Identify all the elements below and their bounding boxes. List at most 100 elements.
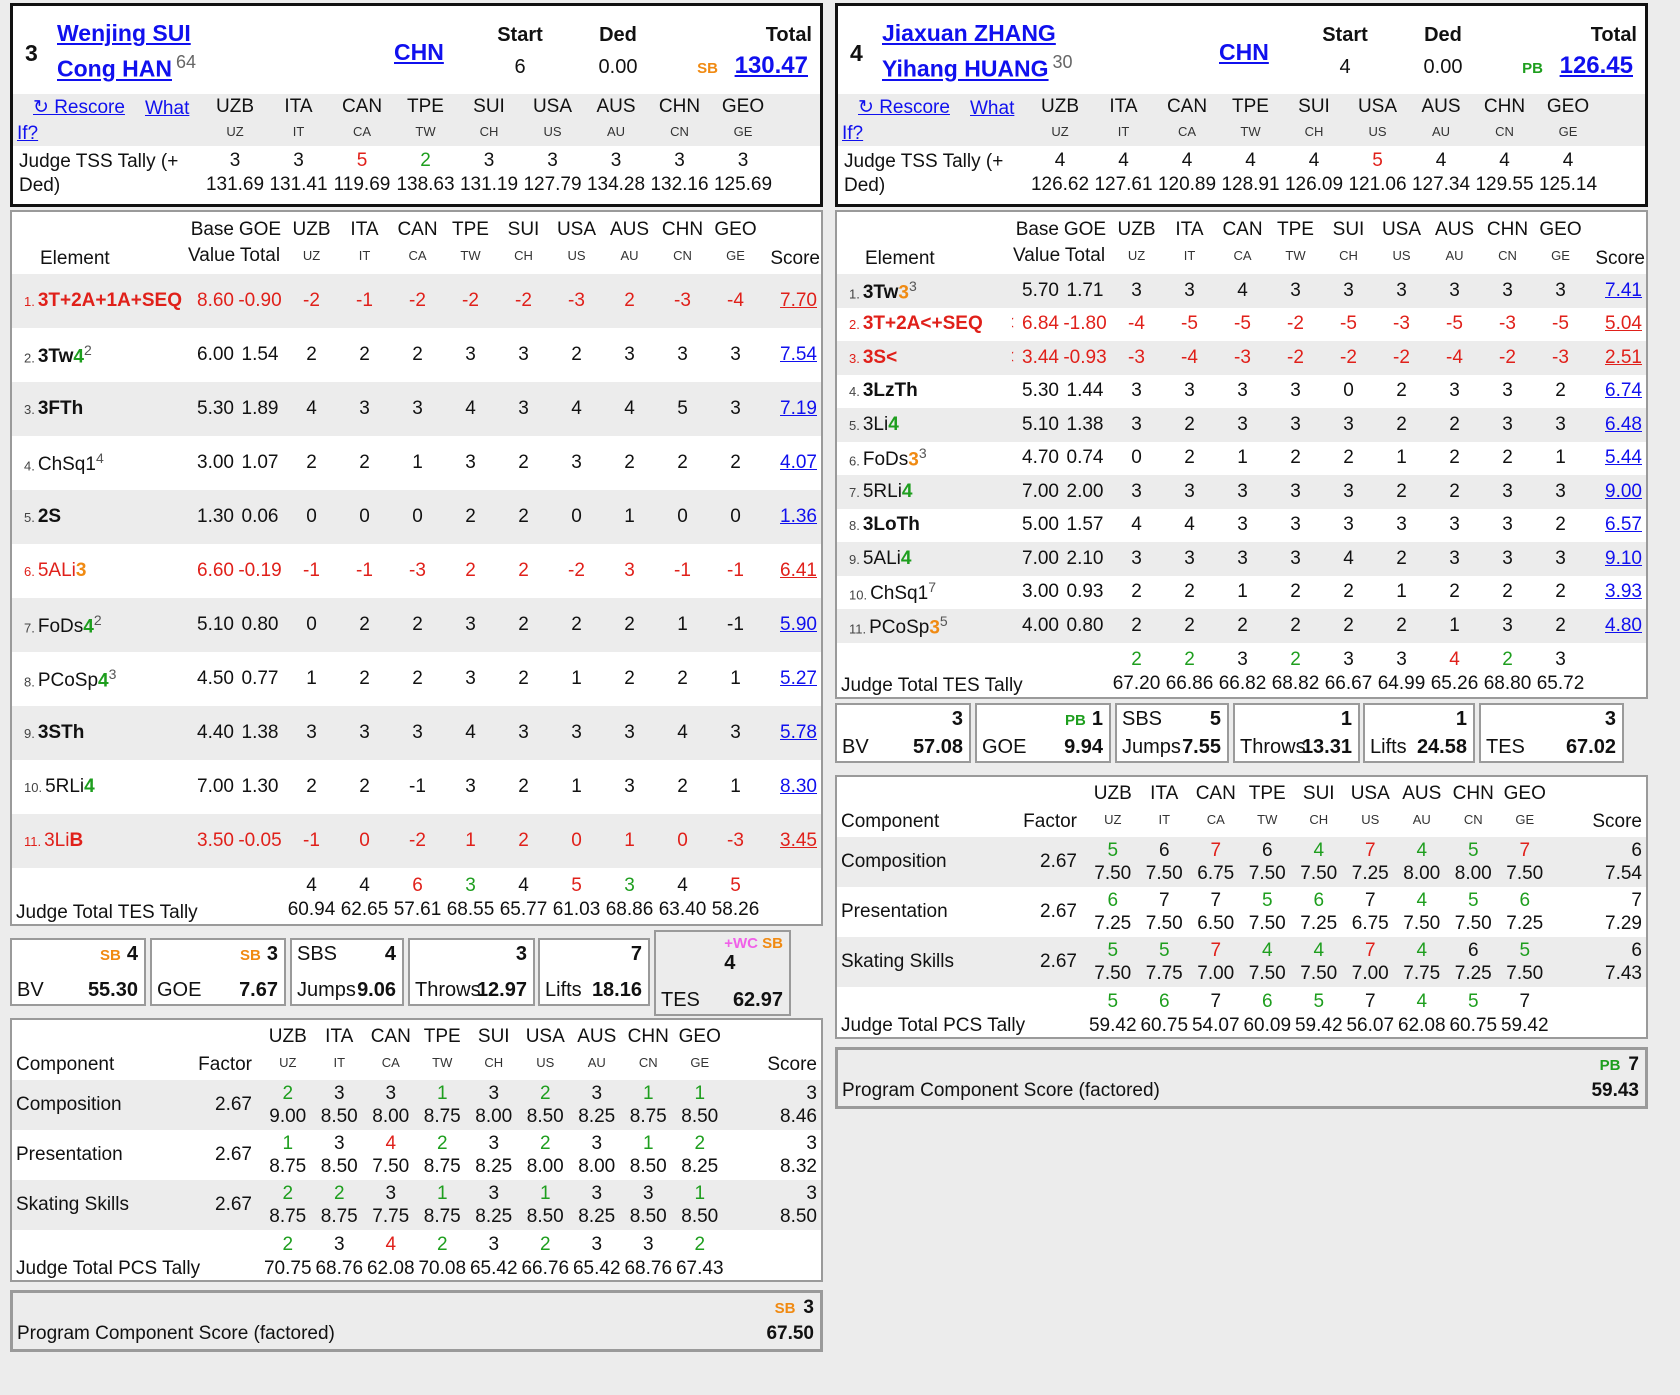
judge-tss-rank: 3 [483, 150, 495, 171]
what-if-link[interactable]: What If? [17, 98, 190, 144]
judge-goe: 2 [518, 452, 529, 473]
judge-code: CN [1495, 124, 1514, 139]
judge-pcs-tally-value: 59.42 [1500, 1014, 1549, 1036]
element-score-link[interactable]: 8.30 [780, 776, 817, 797]
skater-name-link[interactable]: Wenjing SUI [57, 20, 191, 46]
element-score-link[interactable]: 5.90 [780, 614, 817, 635]
judge-goe: 3 [1449, 514, 1460, 536]
judge-pcs-tally-rank: 6 [1261, 990, 1273, 1012]
element-row: 5. 2S 1.30 0.06 0 0 0 2 2 0 1 0 0 1.36 [12, 490, 821, 544]
element-score-link[interactable]: 6.41 [780, 560, 817, 581]
score-header: 4 Jiaxuan ZHANG Yihang HUANG 30 CHN Start 4 Ded… [835, 3, 1648, 207]
under-rotation-mark: < [1012, 313, 1014, 335]
judge-tes-rank: 2 [1290, 648, 1301, 670]
judge-pcs-rank: 2 [436, 1133, 448, 1154]
element-score-link[interactable]: 7.19 [780, 398, 817, 419]
judge-goe: 3 [412, 398, 423, 419]
judge-tss-value: 120.89 [1157, 174, 1217, 195]
tile-rank-line: +WC SB 4 [724, 935, 783, 975]
skater-name-link[interactable]: Jiaxuan ZHANG [882, 20, 1056, 46]
component-row: Skating Skills 2.67 5 7.50 5 7.75 7 7.00 4 7.50 4 7… [837, 936, 1646, 987]
judge-pcs-tally-value: 68.76 [624, 1258, 673, 1279]
judge-goe: 2 [359, 614, 370, 635]
element-score-link[interactable]: 3.93 [1605, 581, 1642, 603]
judge-tes-value: 62.65 [340, 899, 389, 920]
score-header: 3 Wenjing SUI Cong HAN 64 CHN Start 6 Ded 0.00 To… [10, 3, 823, 207]
element-score-link[interactable]: 9.10 [1605, 547, 1642, 569]
element-score-link[interactable]: 5.04 [1605, 313, 1642, 335]
element-score-link[interactable]: 6.57 [1605, 514, 1642, 536]
summary-tile-throws: 3 Throws 12.97 [408, 938, 535, 1006]
under-rotation-mark: < [1012, 347, 1014, 369]
skater-name-link[interactable]: Cong HAN 64 [57, 52, 196, 83]
judge-country: USA [525, 1026, 565, 1047]
element-row: 7. FoDs42 5.10 0.80 0 2 2 3 2 2 2 1 -1 5.90 [12, 598, 821, 652]
judge-goe: 1 [1396, 581, 1407, 603]
element-name: 3T+2A+1A+SEQ [37, 290, 183, 311]
judge-tss-rank: 5 [1372, 150, 1383, 171]
judge-tss-value: 128.91 [1221, 174, 1280, 195]
judge-tss-value: 131.41 [269, 174, 328, 195]
judge-tes-rank: 4 [518, 875, 529, 896]
what-if-link[interactable]: What If? [842, 98, 1015, 144]
judge-goe: 3 [1131, 413, 1142, 435]
judge-pcs-mark: 7.50 [1094, 862, 1132, 884]
judge-code: CN [1463, 811, 1483, 827]
element-score-link[interactable]: 5.44 [1605, 447, 1642, 469]
element-score-link[interactable]: 6.48 [1605, 413, 1642, 435]
judge-goe: 3 [1343, 480, 1354, 502]
element-score-link[interactable]: 7.54 [780, 344, 817, 365]
nation-link[interactable]: CHN [394, 39, 444, 65]
component-rank: 6 [1631, 839, 1642, 861]
judge-pcs-tally-rank: 5 [1467, 990, 1479, 1012]
element-number: 11. [24, 834, 42, 849]
element-score-link[interactable]: 5.27 [780, 668, 817, 689]
element-row: 5. 3Li4 5.10 1.38 3 2 3 3 3 2 2 3 3 6.48 [837, 408, 1646, 442]
start-label: Start [497, 24, 543, 46]
judge-country: SUI [1302, 782, 1335, 804]
judge-tss-rank: 2 [420, 150, 431, 171]
sbs-label: SBS [297, 943, 338, 965]
element-name: 3Li [862, 413, 889, 435]
element-score-link[interactable]: 9.00 [1605, 480, 1642, 502]
judge-goe: 2 [1449, 480, 1460, 502]
element-score-link[interactable]: 5.78 [780, 722, 817, 743]
total-score-link[interactable]: 130.47 [734, 52, 808, 79]
rescore-link[interactable]: ↻ Rescore [33, 97, 125, 118]
age: 64 [175, 52, 197, 72]
judge-tss-value: 125.14 [1538, 174, 1598, 195]
element-score-link[interactable]: 4.80 [1605, 614, 1642, 636]
judge-country: CAN [1166, 96, 1208, 117]
judge-code: AU [1445, 248, 1464, 263]
element-score-link[interactable]: 4.07 [780, 452, 817, 473]
judge-country: TPE [423, 1026, 461, 1047]
judge-country: ITA [325, 1026, 354, 1047]
element-name: 3Li [44, 830, 70, 851]
element-number: 10. [24, 780, 43, 795]
judge-tes-value: 58.26 [711, 899, 760, 920]
judge-code: US [536, 1055, 555, 1070]
skater-name-link[interactable]: Yihang HUANG [882, 55, 1049, 82]
element-score-link[interactable]: 7.70 [780, 290, 817, 311]
rescore-link[interactable]: ↻ Rescore [858, 97, 950, 118]
judge-goe: 1 [624, 830, 635, 851]
element-superscript: 3 [108, 665, 117, 682]
skater-name-link[interactable]: Yihang HUANG 30 [882, 52, 1073, 83]
judge-tss-value: 138.63 [396, 174, 455, 195]
component-score: 7.54 [1605, 862, 1642, 884]
judge-goe: 2 [465, 560, 476, 581]
judge-code: TW [432, 1055, 453, 1070]
tile-rank: 3 [1604, 707, 1616, 730]
pcs-total-box: SB 3 Program Component Score (factored) 67.… [10, 1290, 823, 1352]
skater-name-link[interactable]: Cong HAN [57, 55, 172, 82]
element-score-link[interactable]: 7.41 [1605, 279, 1642, 301]
nation-link[interactable]: CHN [1219, 39, 1269, 65]
judge-tss-rank: 3 [547, 150, 558, 171]
judge-goe: 3 [1131, 480, 1142, 502]
judge-code: CH [1309, 811, 1329, 827]
element-score-link[interactable]: 6.74 [1605, 380, 1642, 402]
element-score-link[interactable]: 1.36 [780, 506, 817, 527]
element-score-link[interactable]: 2.51 [1605, 346, 1642, 368]
total-score-link[interactable]: 126.45 [1559, 52, 1633, 79]
element-score-link[interactable]: 3.45 [780, 830, 817, 851]
